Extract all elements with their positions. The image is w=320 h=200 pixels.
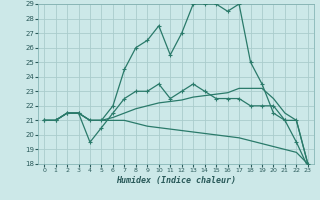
X-axis label: Humidex (Indice chaleur): Humidex (Indice chaleur)	[116, 176, 236, 185]
